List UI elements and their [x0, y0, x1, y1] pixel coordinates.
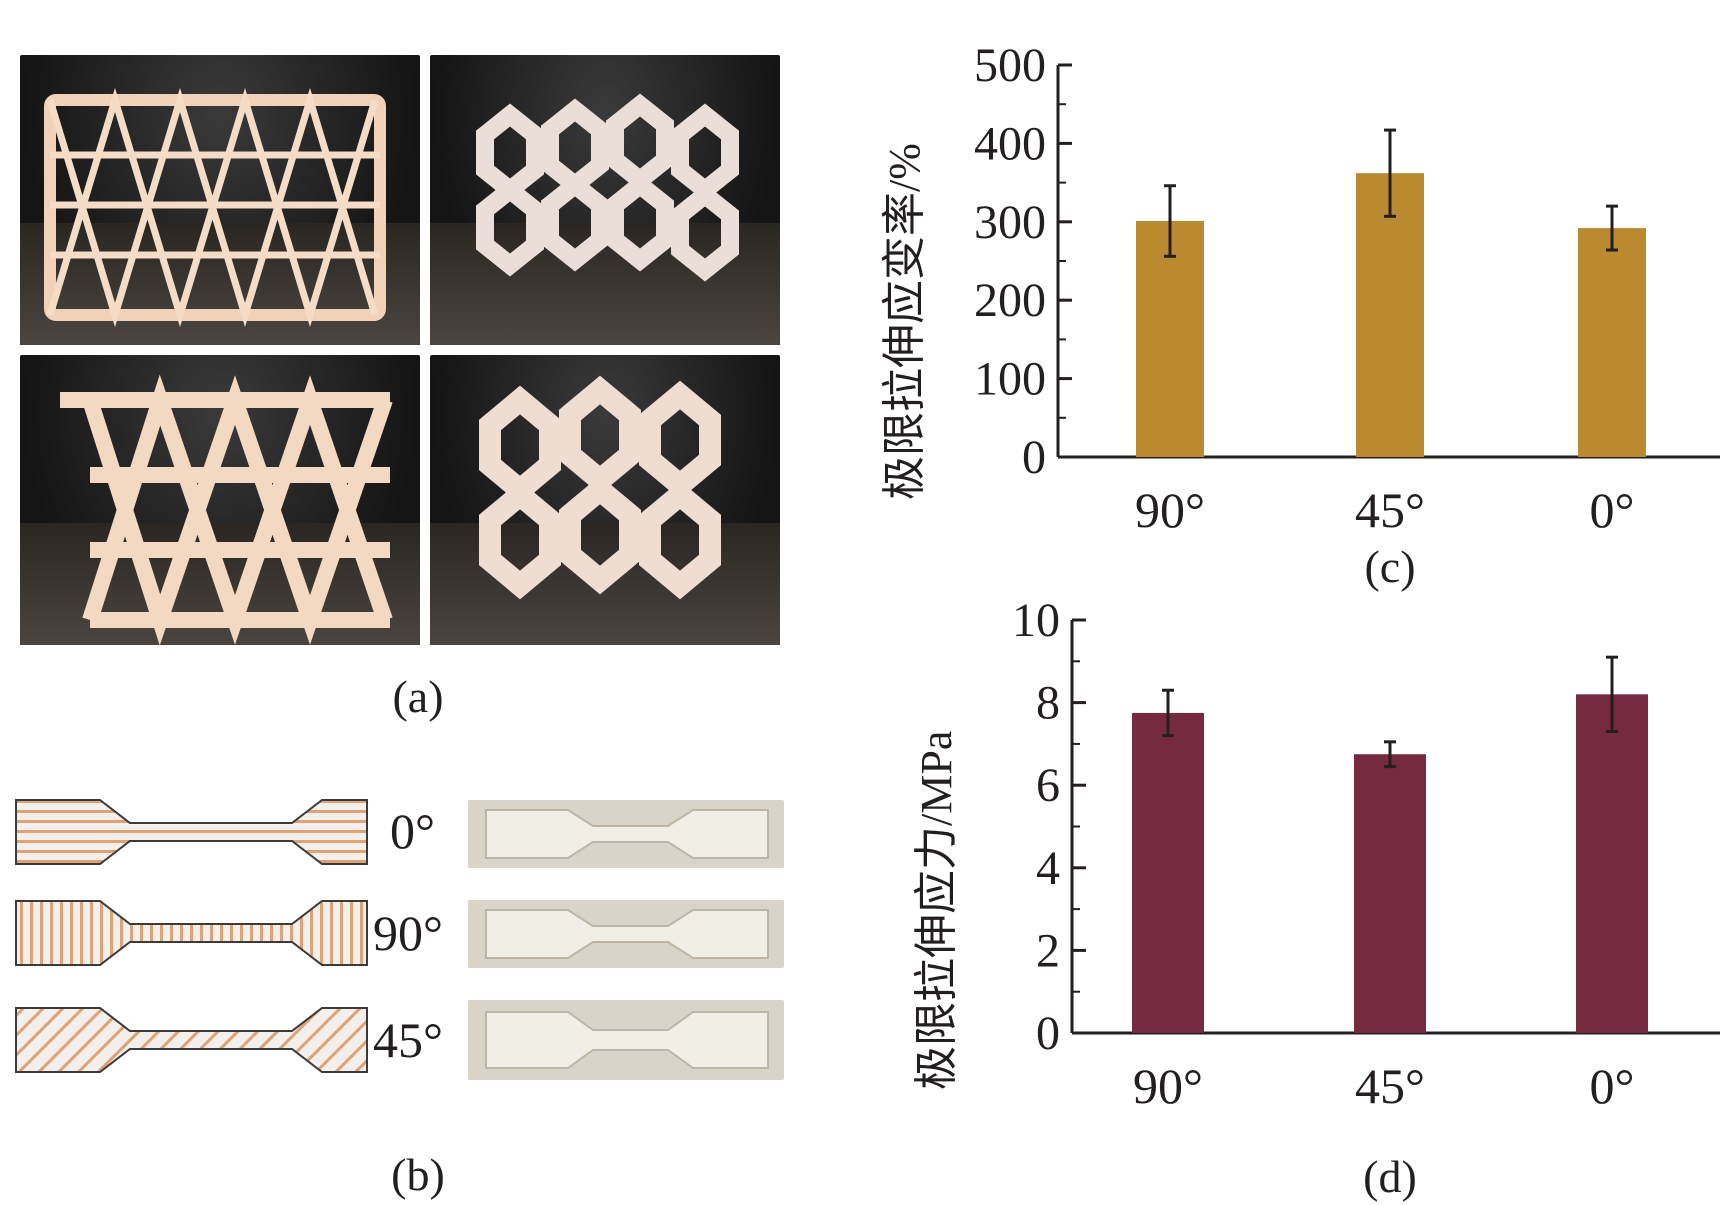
- x-tick-label-1: 45°: [1355, 482, 1425, 538]
- lattice-hexagonal-graphic: [479, 375, 721, 600]
- caption-b: (b): [391, 1149, 445, 1200]
- bar-2: [1576, 694, 1648, 1033]
- photo-lattice-hexagonal-b: [430, 355, 780, 645]
- caption-d: (d): [1363, 1151, 1417, 1202]
- x-tick-label-2: 0°: [1590, 1058, 1635, 1114]
- y-tick-label: 10: [1012, 594, 1060, 647]
- bar-1: [1356, 173, 1424, 457]
- specimen-photo-45: [468, 1000, 784, 1080]
- x-tick-label-0: 90°: [1135, 482, 1205, 538]
- caption-c: (c): [1364, 541, 1416, 592]
- y-tick-label: 200: [974, 274, 1046, 327]
- y-axis-label-strain: 极限拉伸应变率/%: [880, 143, 929, 500]
- specimen-90deg-schematic: [15, 900, 368, 966]
- specimen-angle-label-0: 0°: [390, 803, 435, 859]
- specimen-0deg-schematic: [15, 799, 368, 865]
- y-tick-label: 4: [1036, 842, 1060, 895]
- y-tick-label: 500: [974, 39, 1046, 92]
- y-tick-label: 0: [1022, 431, 1046, 484]
- specimen-photo-0: [468, 800, 784, 868]
- photo-lattice-triangular-b: [20, 355, 420, 646]
- y-tick-label: 300: [974, 196, 1046, 249]
- bar-2: [1578, 228, 1646, 457]
- lattice-triangular-graphic: [60, 374, 393, 646]
- specimen-angle-label-90: 90°: [373, 905, 443, 961]
- bar-chart-stress: 0 2 4 6 8 10 90° 45° 0°: [1012, 594, 1720, 1114]
- photo-lattice-triangular-a: [20, 55, 420, 345]
- photo-lattice-hexagonal-a: [430, 55, 780, 345]
- caption-a: (a): [392, 671, 444, 722]
- y-tick-label: 2: [1036, 924, 1060, 977]
- bar-0: [1132, 712, 1204, 1033]
- lattice-hexagonal-graphic: [476, 93, 739, 282]
- bar-0: [1136, 221, 1204, 457]
- y-tick-label: 6: [1036, 759, 1060, 812]
- lattice-triangular-graphic: [44, 87, 386, 328]
- bar-1: [1354, 754, 1426, 1033]
- y-tick-label: 400: [974, 117, 1046, 170]
- y-tick-label: 0: [1036, 1007, 1060, 1060]
- y-tick-label: 8: [1036, 677, 1060, 730]
- specimen-photo-90: [468, 900, 784, 968]
- x-tick-label-1: 45°: [1355, 1058, 1425, 1114]
- y-axis-label-stress: 极限拉伸应力/MPa: [912, 730, 961, 1090]
- x-tick-label-2: 0°: [1590, 482, 1635, 538]
- specimen-angle-label-45: 45°: [373, 1012, 443, 1068]
- x-tick-label-0: 90°: [1133, 1058, 1203, 1114]
- specimen-45deg-schematic: [15, 1007, 368, 1073]
- y-tick-label: 100: [974, 353, 1046, 406]
- bar-chart-strain: 0 100 200 300 400 500 90° 45° 0°: [974, 39, 1720, 538]
